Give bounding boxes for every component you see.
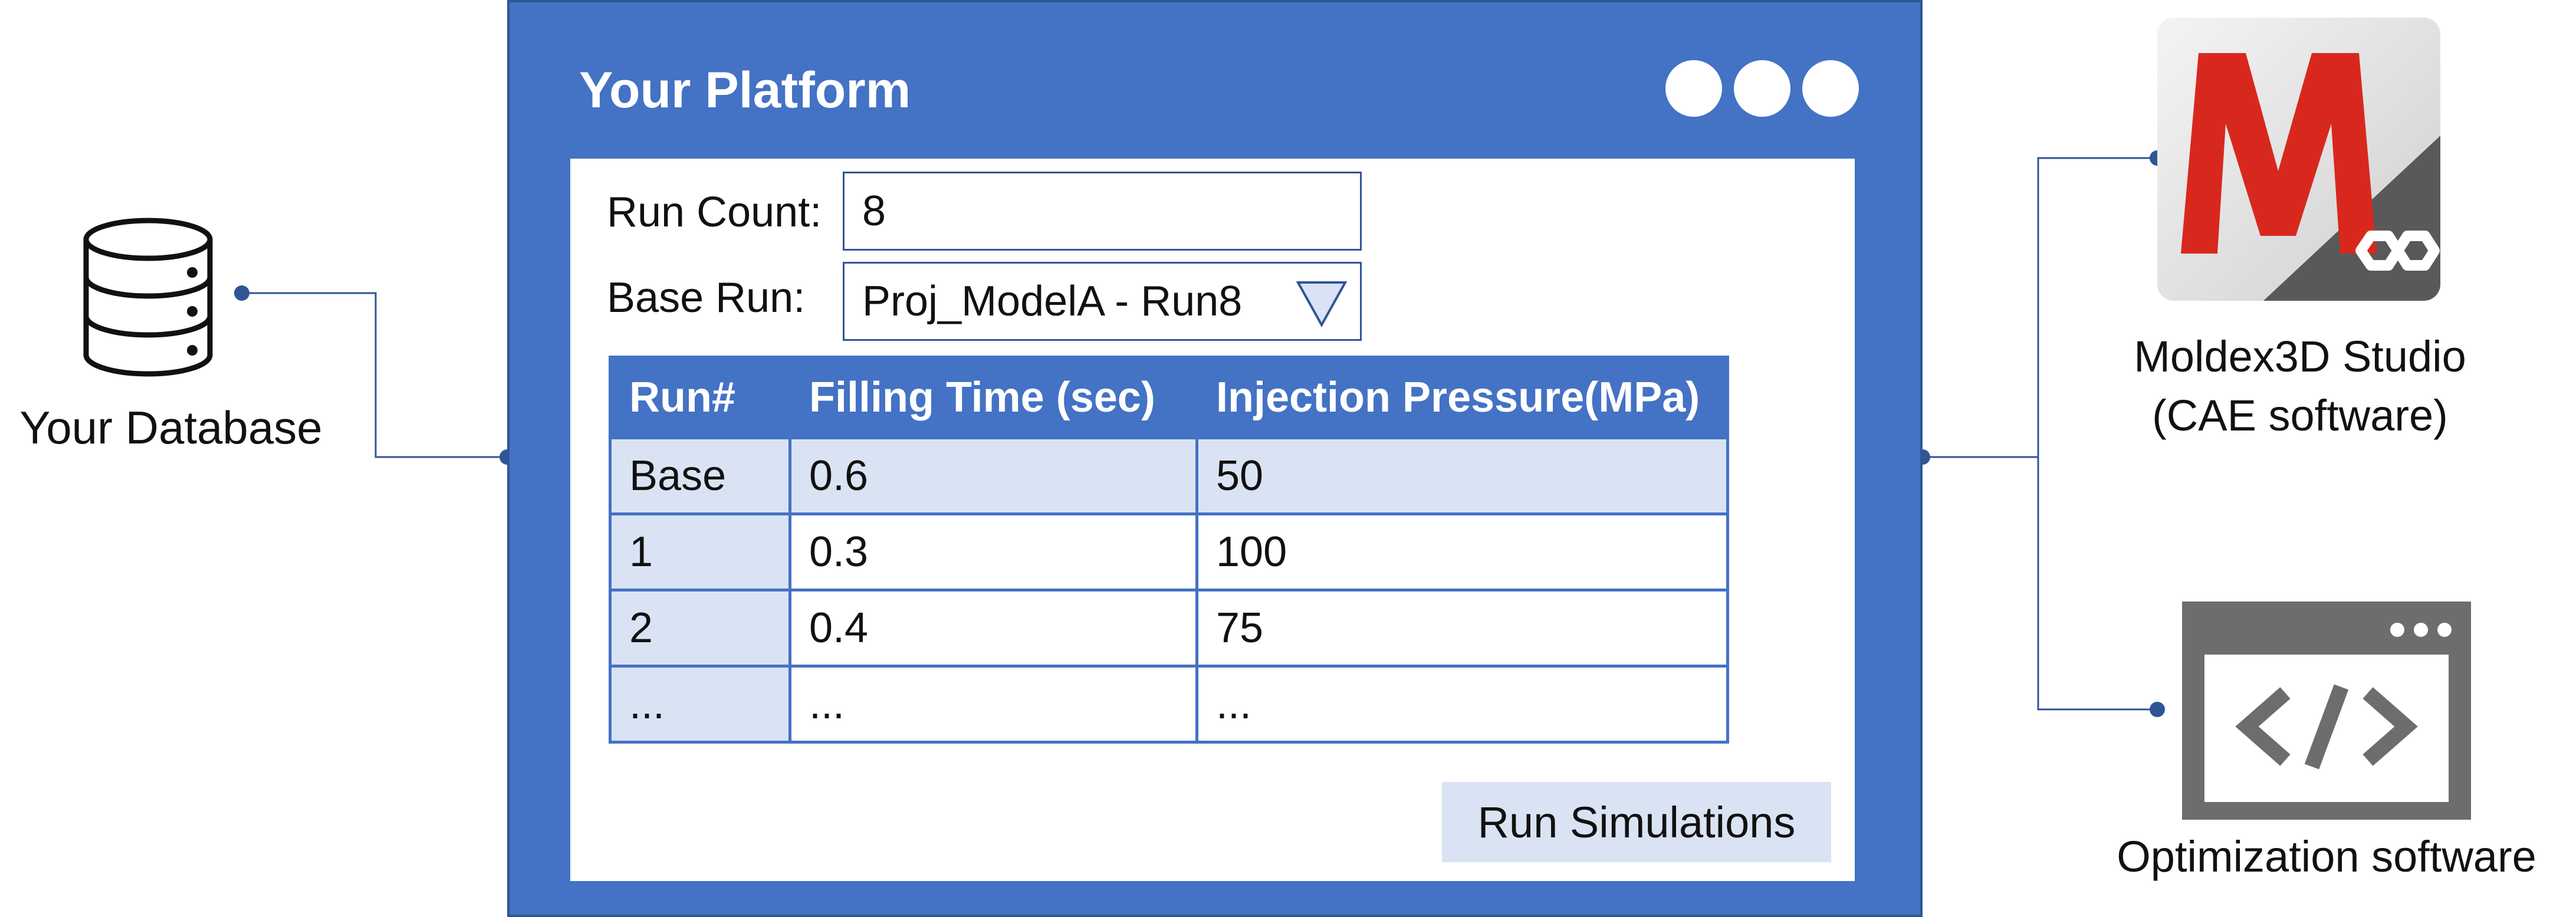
base-run-label: Base Run: — [607, 274, 806, 321]
window-control-dot-icon[interactable] — [1665, 60, 1722, 117]
table-cell: 50 — [1195, 436, 1729, 515]
run-count-input[interactable]: 8 — [843, 172, 1362, 251]
table-cell: Base — [609, 436, 791, 515]
run-count-value: 8 — [862, 188, 886, 235]
table-row[interactable]: Base 0.6 50 — [609, 436, 1729, 515]
window-control-dot-icon[interactable] — [1802, 60, 1859, 117]
column-header: Injection Pressure(MPa) — [1195, 356, 1729, 439]
table-cell: ... — [1195, 665, 1729, 744]
column-header: Run# — [609, 356, 791, 439]
moldex3d-label-line1: Moldex3D Studio — [2134, 332, 2466, 381]
table-cell: 0.6 — [788, 436, 1198, 515]
database-label: Your Database — [19, 402, 323, 453]
moldex3d-label-line2: (CAE software) — [2152, 391, 2448, 440]
column-header: Filling Time (sec) — [788, 356, 1198, 439]
table-cell: ... — [609, 665, 791, 744]
table-row[interactable]: 2 0.4 75 — [609, 589, 1729, 668]
platform-panel: Run Count: 8 Base Run: Proj_ModelA - Run… — [570, 159, 1855, 881]
optimization-label: Optimization software — [2117, 832, 2536, 881]
window-control-dot-icon[interactable] — [1734, 60, 1790, 117]
table-row[interactable]: ... ... ... — [609, 665, 1729, 744]
table-cell: 1 — [609, 512, 791, 591]
table-cell: ... — [788, 665, 1198, 744]
table-cell: 0.3 — [788, 512, 1198, 591]
platform-window: Your Platform Run Count: 8 Base Run: Pro… — [507, 0, 1923, 917]
platform-title: Your Platform — [579, 62, 911, 119]
code-window-icon — [2182, 602, 2471, 820]
table-cell: 2 — [609, 589, 791, 668]
table-header-row: Run# Filling Time (sec) Injection Pressu… — [609, 356, 1729, 439]
base-run-select[interactable]: Proj_ModelA - Run8 — [843, 262, 1362, 341]
base-run-value: Proj_ModelA - Run8 — [862, 278, 1243, 325]
runs-table: Run# Filling Time (sec) Injection Pressu… — [609, 356, 1729, 744]
moldex3d-label: Moldex3D Studio (CAE software) — [2099, 327, 2501, 445]
table-row[interactable]: 1 0.3 100 — [609, 512, 1729, 591]
run-simulations-button[interactable]: Run Simulations — [1442, 782, 1831, 862]
database-icon — [80, 216, 216, 379]
run-count-label: Run Count: — [607, 189, 822, 236]
chevron-down-icon[interactable] — [1295, 277, 1348, 330]
moldex3d-logo-icon — [2157, 18, 2440, 301]
table-cell: 75 — [1195, 589, 1729, 668]
table-cell: 0.4 — [788, 589, 1198, 668]
table-cell: 100 — [1195, 512, 1729, 591]
